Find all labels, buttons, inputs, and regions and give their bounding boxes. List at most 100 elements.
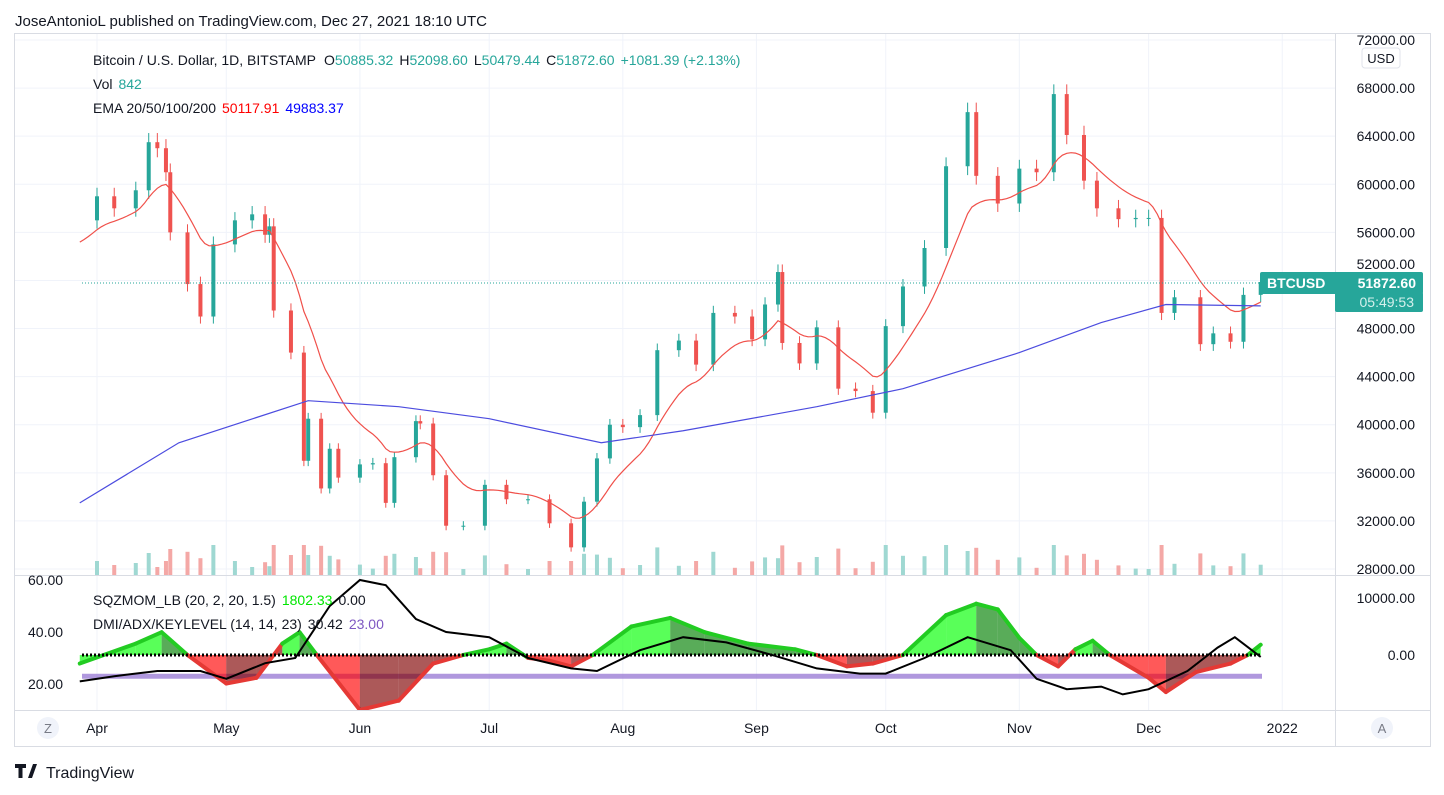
volume-bar [676,565,681,575]
momentum-edge [844,661,875,669]
momentum-edge [224,675,259,686]
momentum-edge [357,698,401,710]
volume-bar [211,545,216,575]
legend-line-1: Bitcoin / U.S. Dollar, 1D, BITSTAMP O5088… [93,52,740,68]
candle-body [750,316,755,340]
volume-bar [1258,564,1263,575]
x-tick-label: 2022 [1267,720,1298,736]
volume-bar [444,552,449,575]
volume-bar [732,567,737,575]
candle-body [155,142,160,149]
volume-bar [250,567,255,575]
candle-body [185,232,190,285]
y-tick-label: 72000.00 [1357,32,1416,48]
volume-bar [232,561,237,575]
candle-body [1051,94,1056,173]
candle-body [853,388,858,392]
volume-bar [526,569,530,575]
momentum-edge [900,613,949,657]
volume-bar [1159,545,1164,575]
candle-body [1017,168,1022,204]
adx-line [79,578,1262,696]
candle-body [146,142,151,191]
x-tick-label: Sep [744,720,769,736]
indicator-plot [77,578,1263,710]
ema20-line [79,152,1261,519]
candle-body [732,312,737,317]
x-tick-label: May [213,720,239,736]
publish-line: JoseAntonioL published on TradingView.co… [15,13,487,30]
volume-bar [392,553,397,575]
volume-bar [836,548,841,575]
volume-bar [814,557,819,575]
volume-bar [1146,569,1151,575]
momentum-edge [745,641,798,652]
candle-body [711,312,716,365]
momentum-edge [1163,670,1199,695]
y-tick-label: 64000.00 [1357,128,1416,144]
candle-body [431,423,436,476]
candle-body [370,463,375,465]
candle-body [1064,94,1069,135]
candle-body [319,418,324,489]
momentum-area [704,632,748,655]
momentum-area [1196,655,1231,673]
candle-body [383,463,388,503]
volume-bar [607,557,612,575]
volume-bar [638,565,643,575]
candle-body [676,340,681,351]
candle-body [870,391,875,413]
x-tick-label: Oct [875,720,897,736]
ema-lines [79,152,1261,519]
momentum-area [976,603,998,655]
momentum-edge [547,658,574,669]
volume-bar [263,562,268,575]
volume-bar [306,555,311,575]
candle-body [1211,333,1216,345]
momentum-edge [1034,653,1061,669]
momentum-area [359,655,399,710]
candle-body [1116,208,1121,220]
momentum-tick-label: 10000.00 [1357,590,1416,606]
momentum-edge [590,624,634,657]
x-tick-label: Jul [480,720,498,736]
y-tick-label: 28000.00 [1357,561,1416,577]
candle-body [582,501,587,548]
momentum-edge [396,661,436,703]
volume-bar [327,555,332,575]
volume-bar [1094,559,1099,575]
momentum-edge [974,601,1000,612]
candle-body [974,112,979,176]
volume-bar [1081,553,1086,575]
tradingview-logo[interactable]: TradingView [15,764,134,782]
volume-bar [288,555,293,575]
volume-bar [168,549,173,575]
legend-sqzmom: SQZMOM_LB (20, 2, 20, 1.5) 1802.33 0.00 [93,592,366,608]
volume-bar [1116,565,1121,575]
momentum-edge [1245,642,1263,657]
auto-scale-button[interactable] [1371,717,1393,739]
currency-button[interactable] [1361,47,1401,69]
momentum-edge [1107,653,1151,680]
volume-bar [1211,565,1216,575]
candle-body [814,327,819,364]
price-tag-symbol-bg [1260,272,1423,294]
momentum-edge [1194,661,1233,675]
candle-body [288,310,293,353]
legend-dmi: DMI/ADX/KEYLEVEL (14, 14, 23) 30.42 23.00 [93,616,384,632]
volume-bar [944,545,949,575]
indicator-pane: 10000.00 0.00 60.00 40.00 20.00 [28,572,1415,710]
zoom-button[interactable] [37,717,59,739]
y-tick-label: 36000.00 [1357,465,1416,481]
momentum-edge [254,641,285,680]
candle-body [112,196,117,209]
volume-bar [870,561,875,575]
candle-body [211,244,216,317]
y-tick-label: 44000.00 [1357,369,1416,385]
candles [95,84,1263,552]
volume-bar [418,568,423,575]
adx-tick-label: 40.00 [28,624,63,640]
branding-text: TradingView [46,765,134,782]
